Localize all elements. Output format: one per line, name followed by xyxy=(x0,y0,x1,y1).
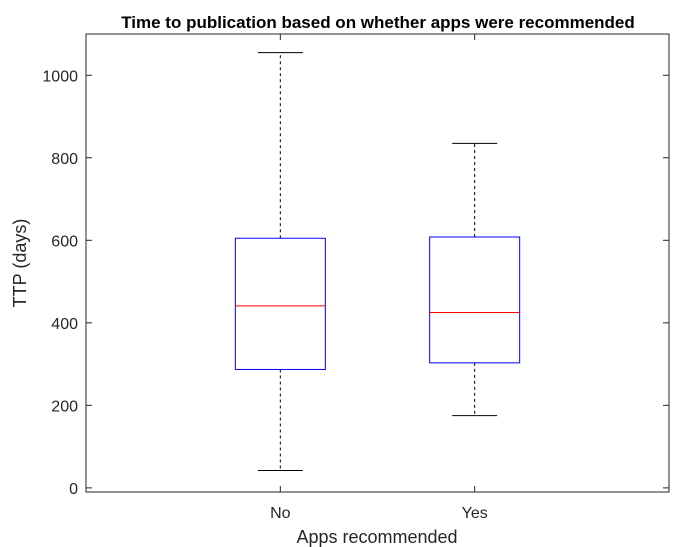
x-tick-label: Yes xyxy=(462,505,488,522)
box-no xyxy=(234,52,326,472)
box-yes xyxy=(429,142,521,417)
y-tick-label: 0 xyxy=(69,481,78,498)
y-tick-label: 1000 xyxy=(42,68,78,85)
y-tick-label: 800 xyxy=(51,151,78,168)
chart-title: Time to publication based on whether app… xyxy=(121,13,635,32)
y-tick-label: 400 xyxy=(51,316,78,333)
x-tick-label: No xyxy=(270,505,291,522)
plot-area xyxy=(85,33,670,493)
iqr-box xyxy=(234,237,326,370)
y-tick-label: 600 xyxy=(51,233,78,250)
y-axis-label: TTP (days) xyxy=(10,219,30,308)
x-axis: No Yes xyxy=(270,34,488,522)
iqr-box xyxy=(429,236,521,364)
y-tick-label: 200 xyxy=(51,398,78,415)
y-axis: 0 200 400 600 800 1000 xyxy=(42,68,669,498)
x-axis-label: Apps recommended xyxy=(296,527,457,547)
boxes xyxy=(234,52,521,472)
